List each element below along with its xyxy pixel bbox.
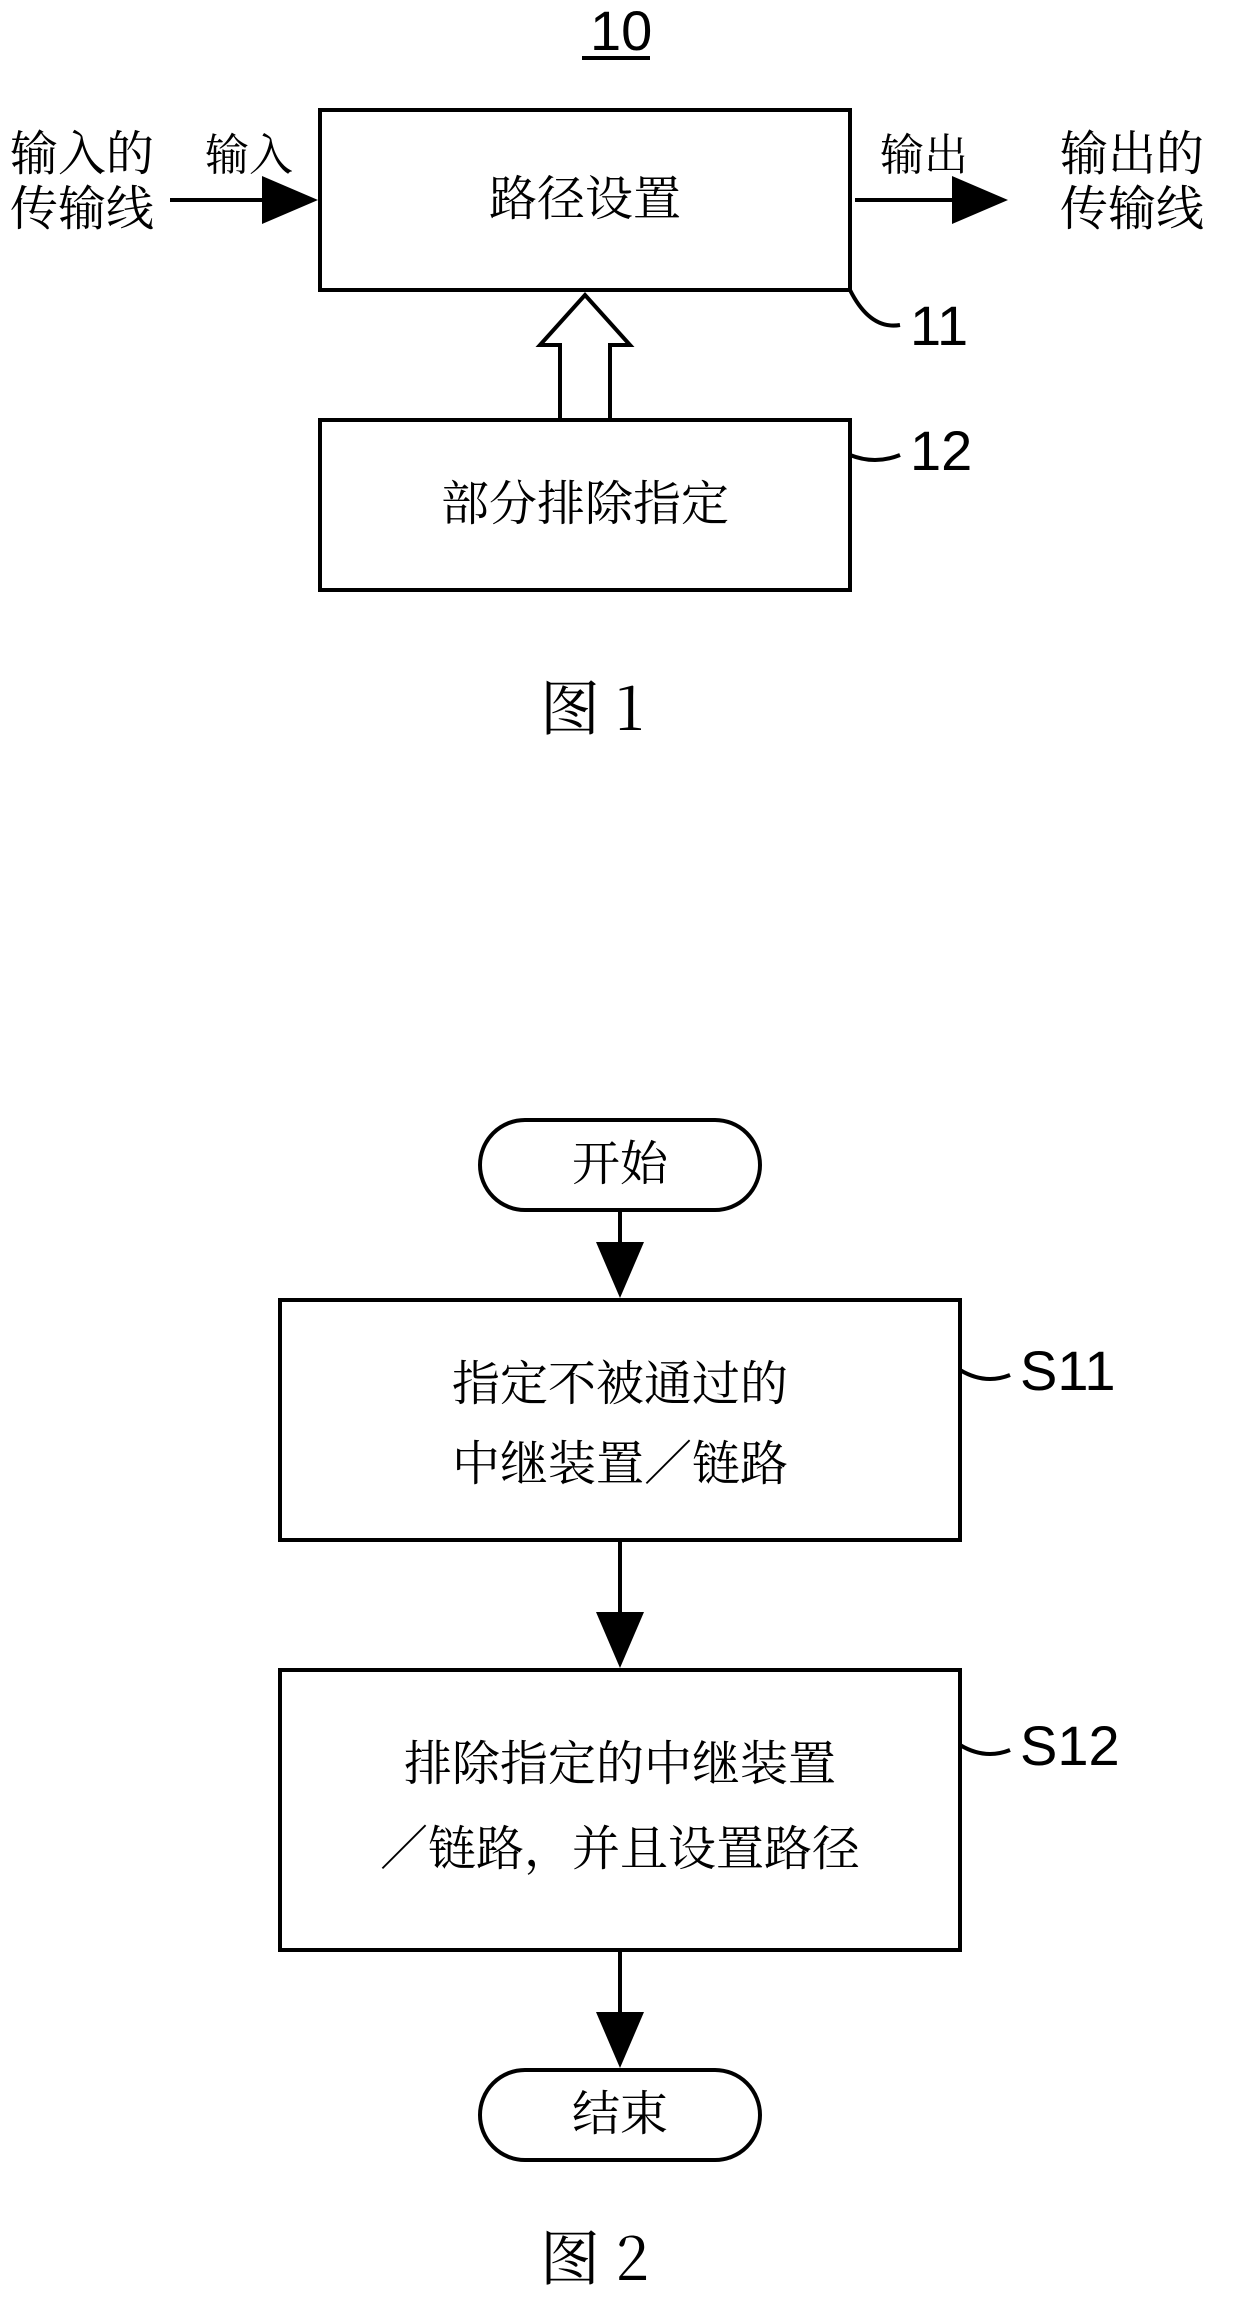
fig1-output-arrow-label: 输出 <box>880 119 968 183</box>
fig2-ref-s12: S12 <box>1020 1714 1120 1777</box>
fig2-step-s11-line2: 中继装置／链路 <box>452 1425 788 1494</box>
fig2-ref-s11: S11 <box>1020 1339 1115 1402</box>
fig1-output-line-text-2: 传输线 <box>1060 170 1204 239</box>
fig1-caption: 图 1 <box>540 662 644 748</box>
fig2-step-s11-line1: 指定不被通过的 <box>452 1345 788 1414</box>
fig2-leader-s12 <box>960 1745 1010 1754</box>
fig1-ref-10: 10 <box>590 0 652 62</box>
fig2-caption: 图 2 <box>540 2212 649 2298</box>
fig1-leader-12 <box>850 455 900 460</box>
fig2-leader-s11 <box>960 1370 1010 1379</box>
fig2-start-label: 开始 <box>572 1125 670 1194</box>
fig1-ref-11: 11 <box>910 294 968 357</box>
fig1-box-path-setting-label: 路径设置 <box>489 160 681 229</box>
fig2-step-s12-line2: ／链路，并且设置路径 <box>380 1810 860 1879</box>
fig1-input-arrow-label: 输入 <box>205 119 293 183</box>
fig2-step-s11 <box>280 1300 960 1540</box>
fig1-box-partial-exclusion-label: 部分排除指定 <box>441 465 729 534</box>
fig1-input-line-text-2: 传输线 <box>10 170 154 239</box>
fig2-end-label: 结束 <box>572 2075 668 2144</box>
fig1-leader-11 <box>850 290 900 326</box>
fig1-block-arrow-up <box>540 295 630 420</box>
fig2-step-s12-line1: 排除指定的中继装置 <box>404 1725 836 1794</box>
diagram-canvas: 10 路径设置 11 部分排除指定 12 输入的 传输线 输入 输出 输出的 传… <box>0 0 1240 2316</box>
fig1-ref-12: 12 <box>910 419 972 482</box>
